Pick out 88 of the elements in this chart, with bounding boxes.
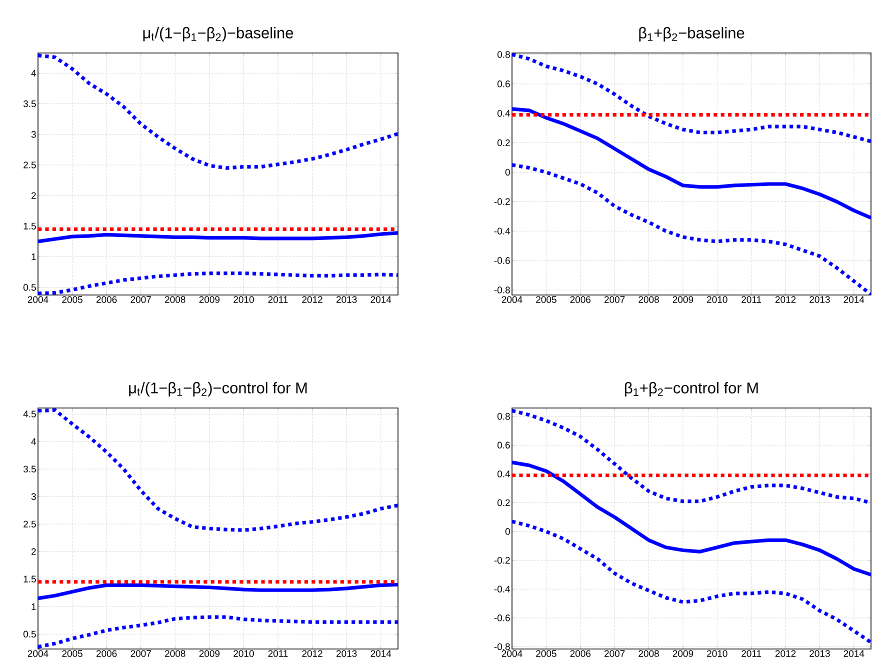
line-series (512, 520, 872, 644)
x-tick-label: 2006 (570, 650, 591, 657)
x-tick-label: 2011 (742, 650, 762, 657)
x-tick-label: 2011 (268, 296, 288, 303)
x-tick-label: 2013 (810, 650, 830, 657)
y-tick-label: 0.6 (497, 80, 510, 88)
y-tick-label: -0.6 (494, 257, 510, 264)
y-tick-label: 4.5 (23, 410, 36, 418)
y-tick-label: 1 (32, 253, 36, 260)
x-tick-label: 2013 (336, 296, 357, 303)
x-tick-label: 2004 (502, 296, 522, 303)
y-tick-label: -0.2 (494, 198, 510, 206)
x-tick-label: 2007 (604, 296, 625, 303)
x-tick-label: 2009 (672, 296, 694, 303)
x-tick-label: 2010 (707, 296, 728, 303)
chart-title: β$_{1}$+β$_{2}$−baseline (639, 27, 744, 42)
x-tick-label: 2010 (707, 650, 728, 657)
chart-title: β$_{1}$+β$_{2}$−control for M (625, 382, 758, 397)
x-tick-label: 2009 (199, 650, 220, 657)
line-series (38, 54, 398, 170)
y-tick-label: 0.8 (497, 412, 510, 420)
x-tick-label: 2011 (268, 650, 288, 657)
y-tick-label: 2.5 (24, 162, 36, 168)
x-tick-label: 2009 (199, 296, 220, 303)
x-tick-label: 2012 (302, 296, 322, 303)
y-tick-label: 3.5 (23, 466, 36, 472)
x-tick-label: 2010 (234, 296, 254, 303)
y-tick-label: 3 (31, 493, 36, 500)
line-series (512, 460, 872, 577)
x-tick-label: 2012 (302, 650, 322, 657)
x-tick-label: 2005 (536, 296, 556, 303)
x-tick-label: 2004 (502, 650, 522, 657)
line-series (512, 163, 872, 295)
x-tick-label: 2014 (370, 296, 392, 303)
x-tick-label: 2008 (638, 650, 659, 657)
y-tick-label: -0.8 (494, 286, 510, 294)
x-tick-label: 2007 (604, 650, 625, 657)
x-tick-label: 2014 (844, 650, 864, 657)
y-tick-label: 0.4 (497, 110, 510, 117)
y-tick-label: 0.4 (497, 470, 510, 478)
x-tick-label: 2008 (165, 650, 186, 657)
x-tick-label: 2009 (672, 650, 694, 657)
x-tick-label: 2011 (742, 296, 762, 303)
x-tick-label: 2008 (638, 296, 659, 303)
x-tick-label: 2006 (570, 296, 591, 303)
y-tick-label: -0.4 (494, 586, 510, 592)
y-tick-label: 2.5 (24, 520, 36, 528)
y-tick-label: 4 (31, 70, 36, 76)
x-tick-label: 2005 (62, 650, 82, 657)
y-tick-label: 3 (31, 131, 36, 138)
line-series (38, 408, 398, 532)
y-tick-label: 1.5 (24, 576, 36, 582)
y-tick-label: 0.2 (497, 499, 510, 506)
y-tick-label: 0.6 (497, 442, 510, 449)
y-tick-label: 0.2 (497, 139, 510, 146)
y-tick-label: 2 (32, 192, 36, 199)
y-tick-label: 0.5 (23, 284, 36, 291)
x-tick-label: 2004 (28, 296, 48, 303)
y-tick-label: 4 (31, 438, 36, 445)
y-tick-label: -0.2 (494, 556, 510, 564)
x-tick-label: 2008 (165, 296, 186, 303)
y-tick-label: 0 (505, 528, 510, 535)
x-tick-label: 2007 (130, 650, 151, 657)
y-tick-label: -0.8 (494, 643, 510, 650)
y-tick-label: -0.6 (494, 614, 510, 622)
x-tick-label: 2006 (96, 650, 117, 657)
y-tick-label: 2 (32, 548, 36, 555)
x-tick-label: 2005 (62, 296, 82, 303)
x-tick-label: 2006 (96, 296, 117, 303)
chart-title: μ$_{t}$/(1−β$_{1}$−β$_{2}$)−baseline (143, 27, 294, 42)
chart-title: μ$_{t}$/(1−β$_{1}$−β$_{2}$)−control for M (129, 382, 307, 396)
x-tick-label: 2004 (28, 650, 48, 657)
x-tick-label: 2010 (234, 650, 254, 657)
x-tick-label: 2014 (370, 650, 392, 657)
y-tick-label: -0.4 (494, 228, 510, 234)
x-tick-label: 2014 (844, 296, 864, 303)
y-tick-label: 3.5 (23, 100, 36, 108)
y-tick-label: 0 (505, 168, 510, 176)
x-tick-label: 2005 (536, 650, 556, 657)
x-tick-label: 2013 (336, 650, 357, 657)
y-tick-label: 0.5 (23, 630, 36, 638)
x-tick-label: 2012 (775, 296, 796, 303)
y-tick-label: 1 (32, 603, 36, 610)
y-tick-label: 1.5 (24, 222, 36, 230)
x-tick-label: 2013 (810, 296, 830, 303)
x-tick-label: 2007 (130, 296, 151, 303)
x-tick-label: 2012 (775, 650, 796, 657)
y-tick-label: 0.8 (497, 51, 510, 58)
